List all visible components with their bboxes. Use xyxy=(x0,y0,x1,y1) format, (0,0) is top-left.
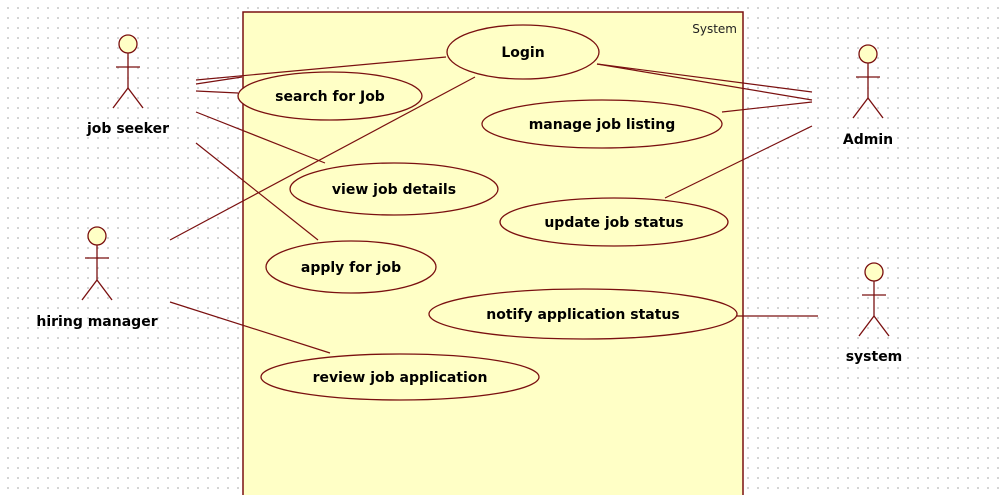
associations xyxy=(169,56,818,354)
assoc-jobseeker-search-b[interactable] xyxy=(195,90,239,94)
assoc-jobseeker-login[interactable] xyxy=(195,56,447,81)
actor-label: job seeker xyxy=(86,121,169,137)
actor-label: Admin xyxy=(843,132,893,148)
use-case-label: update job status xyxy=(544,215,683,231)
actor-icon xyxy=(852,44,884,119)
system-boundary-label: System xyxy=(692,22,737,36)
use-case-label: search for Job xyxy=(275,89,385,105)
actor-icon xyxy=(81,226,113,301)
use-case-label: Login xyxy=(501,45,544,61)
assoc-hiringmanager-review[interactable] xyxy=(169,301,331,354)
actor-hiring-manager[interactable]: hiring manager xyxy=(36,226,158,330)
actor-icon xyxy=(858,262,890,337)
assoc-admin-manage[interactable] xyxy=(721,101,813,113)
assoc-admin-login-a[interactable] xyxy=(596,63,813,93)
assoc-admin-login-b[interactable] xyxy=(596,63,813,101)
use-case-review-job-application[interactable]: review job application xyxy=(260,353,540,401)
use-case-label: review job application xyxy=(313,370,488,386)
actor-job-seeker[interactable]: job seeker xyxy=(86,34,169,137)
use-case-notify-application-status[interactable]: notify application status xyxy=(428,288,738,340)
use-case-label: view job details xyxy=(332,182,456,198)
use-case-label: manage job listing xyxy=(529,117,676,133)
use-case-view-job-details[interactable]: view job details xyxy=(289,162,499,216)
use-case-ellipse xyxy=(260,353,540,401)
assoc-hiringmanager-login[interactable] xyxy=(169,76,476,241)
use-case-search-for-job[interactable]: search for Job xyxy=(237,71,423,121)
use-case-apply-for-job[interactable]: apply for job xyxy=(265,240,437,294)
use-case-ellipse xyxy=(446,24,600,80)
assoc-jobseeker-apply[interactable] xyxy=(195,142,319,241)
assoc-jobseeker-search-a[interactable] xyxy=(195,76,243,85)
actor-icon xyxy=(112,34,144,109)
assoc-jobseeker-view-details[interactable] xyxy=(195,111,326,164)
use-case-update-job-status[interactable]: update job status xyxy=(499,197,729,247)
actor-admin[interactable]: Admin xyxy=(843,44,893,148)
actor-system[interactable]: system xyxy=(846,262,903,365)
actor-label: hiring manager xyxy=(36,314,157,330)
actor-label: system xyxy=(846,349,903,365)
use-case-label: notify application status xyxy=(486,307,679,323)
use-case-ellipse xyxy=(428,288,738,340)
use-case-label: apply for job xyxy=(301,260,401,276)
use-case-ellipse xyxy=(289,162,499,216)
use-case-login[interactable]: Login xyxy=(446,24,600,80)
use-case-ellipse xyxy=(237,71,423,121)
assoc-admin-update[interactable] xyxy=(664,125,813,199)
use-case-ellipse xyxy=(265,240,437,294)
use-case-ellipse xyxy=(499,197,729,247)
use-case-manage-job-listing[interactable]: manage job listing xyxy=(481,99,723,149)
use-case-ellipse xyxy=(481,99,723,149)
